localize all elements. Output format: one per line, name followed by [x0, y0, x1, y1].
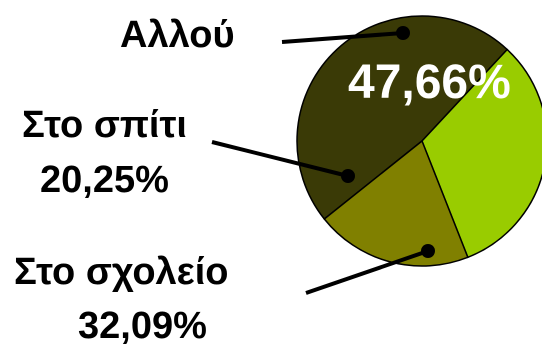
leader-dot-spiti	[341, 169, 355, 183]
pie-slices	[296, 15, 542, 267]
leader-dot-sxoleio	[421, 244, 435, 258]
leader-lines	[211, 26, 435, 295]
leader-line-allou	[281, 31, 404, 44]
label-sxoleio: Στο σχολείο	[14, 251, 228, 293]
leader-line-sxoleio	[305, 249, 429, 295]
value-sxoleio: 32,09%	[78, 305, 207, 347]
label-allou: Αλλού	[120, 14, 235, 56]
pie-slice-1	[421, 48, 542, 259]
label-spiti: Στο σπίτι	[22, 104, 187, 146]
pie-slice-0	[296, 15, 509, 221]
pie-slice-2	[323, 139, 469, 267]
value-spiti: 20,25%	[40, 159, 169, 201]
leader-line-spiti	[211, 140, 349, 178]
value-allou: 47,66%	[348, 56, 511, 109]
leader-dot-allou	[396, 26, 410, 40]
